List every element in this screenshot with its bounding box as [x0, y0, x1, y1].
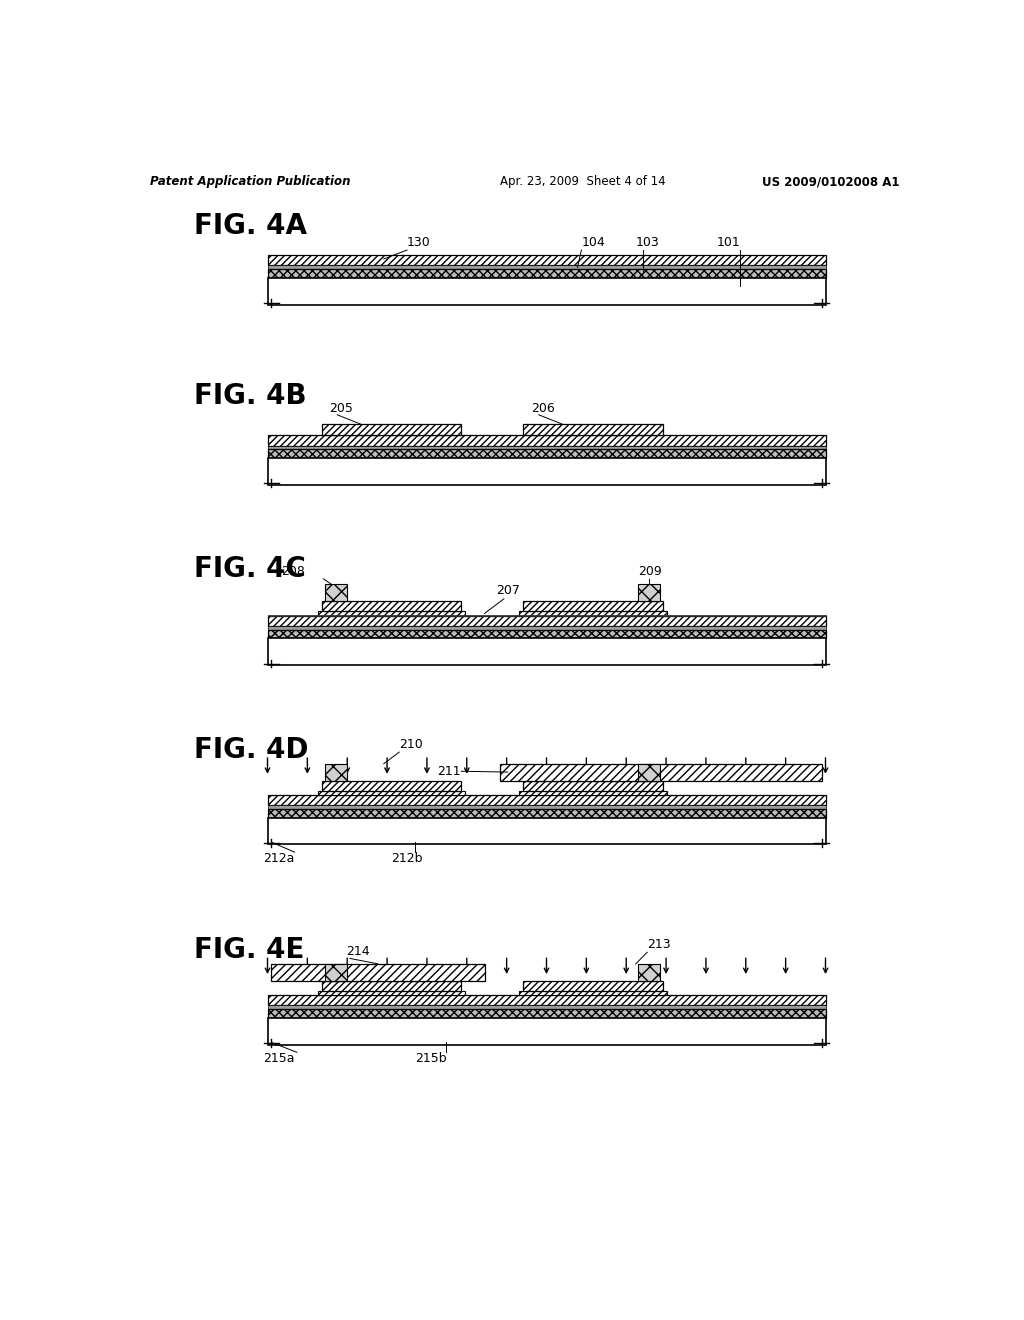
Text: 215b: 215b: [415, 1052, 446, 1065]
Text: 212b: 212b: [391, 853, 423, 865]
Text: 212a: 212a: [263, 853, 295, 865]
Text: FIG. 4C: FIG. 4C: [194, 554, 306, 583]
Bar: [523, 601, 663, 611]
Bar: [519, 611, 667, 615]
Bar: [267, 446, 825, 450]
Text: 103: 103: [636, 236, 659, 249]
Bar: [267, 630, 825, 638]
Bar: [638, 763, 659, 780]
Text: 209: 209: [638, 565, 662, 578]
Text: 207: 207: [496, 583, 520, 597]
Bar: [267, 1010, 825, 1018]
Text: 206: 206: [531, 401, 555, 414]
Bar: [317, 611, 465, 615]
Bar: [267, 809, 825, 817]
Bar: [317, 991, 465, 995]
Bar: [267, 805, 825, 809]
Text: FIG. 4A: FIG. 4A: [194, 213, 307, 240]
Bar: [267, 434, 825, 446]
Bar: [523, 424, 663, 434]
Bar: [638, 585, 659, 601]
Bar: [500, 763, 821, 780]
Bar: [638, 964, 659, 981]
Bar: [267, 795, 825, 805]
Bar: [325, 585, 346, 601]
Bar: [325, 964, 346, 981]
Bar: [267, 458, 825, 484]
Text: 214: 214: [346, 945, 370, 958]
Text: 104: 104: [582, 236, 605, 249]
Bar: [325, 763, 346, 780]
Bar: [267, 638, 825, 665]
Text: Patent Application Publication: Patent Application Publication: [150, 176, 350, 189]
Bar: [317, 791, 465, 795]
Text: 213: 213: [647, 939, 671, 952]
Bar: [267, 626, 825, 630]
Bar: [322, 424, 461, 434]
Text: FIG. 4D: FIG. 4D: [194, 737, 308, 764]
Bar: [523, 981, 663, 991]
Bar: [267, 269, 825, 277]
Bar: [267, 277, 825, 305]
Bar: [267, 265, 825, 269]
Text: 205: 205: [330, 401, 353, 414]
Bar: [322, 780, 461, 791]
Bar: [322, 981, 461, 991]
Text: Apr. 23, 2009  Sheet 4 of 14: Apr. 23, 2009 Sheet 4 of 14: [500, 176, 666, 189]
Bar: [267, 255, 825, 265]
Bar: [267, 1006, 825, 1010]
Text: FIG. 4E: FIG. 4E: [194, 936, 304, 964]
Text: 130: 130: [407, 236, 431, 249]
Text: 210: 210: [399, 738, 423, 751]
Text: US 2009/0102008 A1: US 2009/0102008 A1: [763, 176, 900, 189]
Text: 208: 208: [282, 565, 305, 578]
Text: FIG. 4B: FIG. 4B: [194, 381, 306, 409]
Bar: [267, 615, 825, 626]
Bar: [267, 995, 825, 1006]
Text: 211: 211: [437, 764, 461, 777]
Bar: [271, 964, 484, 981]
Bar: [267, 1018, 825, 1044]
Bar: [523, 780, 663, 791]
Bar: [322, 601, 461, 611]
Text: 101: 101: [717, 236, 740, 249]
Bar: [519, 791, 667, 795]
Bar: [267, 450, 825, 458]
Bar: [267, 817, 825, 845]
Bar: [519, 991, 667, 995]
Text: 215a: 215a: [263, 1052, 295, 1065]
